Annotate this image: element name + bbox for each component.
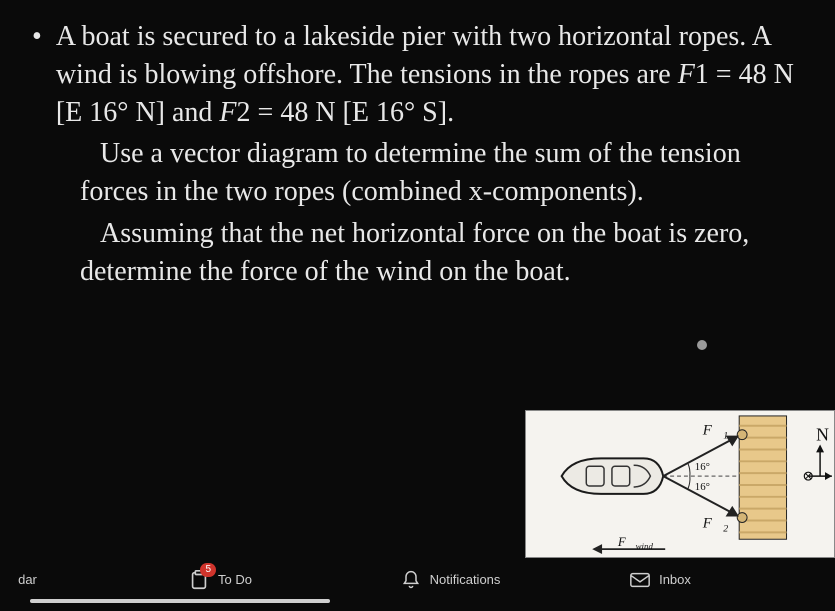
problem-content: • A boat is secured to a lakeside pier w… (0, 0, 835, 291)
pier-post-bottom (737, 513, 747, 523)
part-a-text: Use a vector diagram to determine the su… (80, 135, 807, 211)
todo-badge: 5 (200, 563, 216, 577)
nav-calendar[interactable]: dar (0, 572, 55, 587)
nav-todo[interactable]: 5 To Do (175, 569, 265, 591)
fwind-label: F⃗wind (617, 535, 654, 551)
boat (562, 458, 664, 494)
pier-post-top (737, 430, 747, 440)
nav-todo-label: To Do (218, 572, 252, 587)
f2-var: F (219, 97, 236, 128)
nav-inbox-label: Inbox (659, 572, 691, 587)
diagram-svg: N F⃗1 F⃗2 (526, 411, 834, 557)
problem-intro: A boat is secured to a lakeside pier wit… (56, 18, 807, 131)
f1-var: F (678, 59, 695, 90)
north-label: N (816, 425, 829, 445)
f2-value: 2 = 48 N [E 16° S]. (237, 97, 455, 128)
bullet-row: • A boat is secured to a lakeside pier w… (28, 18, 807, 131)
angle1-label: 16° (695, 461, 710, 473)
inbox-icon (629, 569, 651, 591)
pointer-dot (697, 340, 707, 350)
home-indicator (30, 599, 330, 603)
arc-top (688, 463, 690, 476)
bottom-nav: dar 5 To Do Notifications Inbox (0, 552, 835, 607)
boat-diagram: N F⃗1 F⃗2 (525, 410, 835, 558)
f1-label: F⃗1 (702, 423, 728, 442)
nav-inbox[interactable]: Inbox (610, 569, 710, 591)
arc-bottom (688, 476, 690, 489)
nav-notif-label: Notifications (430, 572, 501, 587)
f2-label: F⃗2 (702, 515, 729, 534)
bullet-dot: • (32, 18, 42, 56)
angle2-label: 16° (695, 481, 710, 493)
todo-icon: 5 (188, 569, 210, 591)
compass: N (804, 425, 832, 480)
bell-icon (400, 569, 422, 591)
intro-text: A boat is secured to a lakeside pier wit… (56, 21, 771, 90)
part-b-text: Assuming that the net horizontal force o… (80, 215, 807, 291)
nav-notifications[interactable]: Notifications (380, 569, 520, 591)
nav-calendar-label: dar (18, 572, 37, 587)
